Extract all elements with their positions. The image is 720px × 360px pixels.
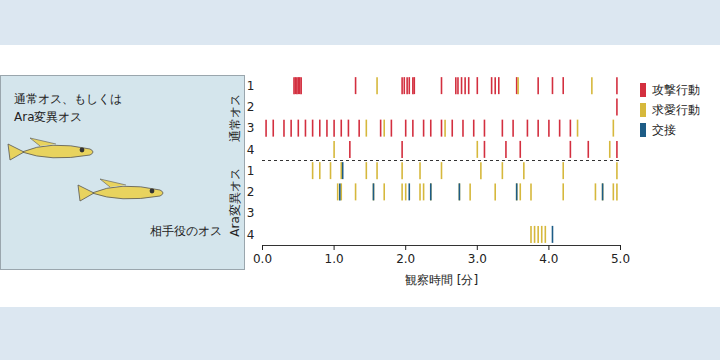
svg-text:2: 2 [247, 100, 255, 114]
svg-text:2: 2 [247, 185, 255, 199]
svg-text:5.0: 5.0 [611, 252, 630, 266]
svg-text:3: 3 [247, 121, 255, 135]
svg-text:4: 4 [247, 143, 255, 157]
svg-text:2.0: 2.0 [396, 252, 415, 266]
svg-text:相手役のオス: 相手役のオス [150, 224, 222, 238]
html-text:求愛行動: 求愛行動 [652, 102, 700, 117]
html-text:Ara変異オス: Ara変異オス [227, 168, 242, 237]
svg-text:観察時間 [分]: 観察時間 [分] [405, 273, 478, 287]
svg-text:通常オス、もしくは: 通常オス、もしくは [14, 92, 122, 106]
html-text:通常オス: 通常オス [227, 93, 242, 142]
svg-text:1.0: 1.0 [325, 252, 344, 266]
html-text:攻撃行動: 攻撃行動 [652, 82, 700, 97]
svg-text:0.0: 0.0 [253, 252, 272, 266]
svg-text:3.0: 3.0 [468, 252, 487, 266]
svg-text:3: 3 [247, 206, 255, 220]
svg-text:1: 1 [247, 79, 255, 93]
svg-text:Ara変異オス: Ara変異オス [14, 110, 83, 124]
svg-text:4: 4 [247, 228, 255, 242]
html-text:交接: 交接 [652, 122, 676, 137]
svg-text:4.0: 4.0 [539, 252, 558, 266]
svg-text:1: 1 [247, 164, 255, 178]
